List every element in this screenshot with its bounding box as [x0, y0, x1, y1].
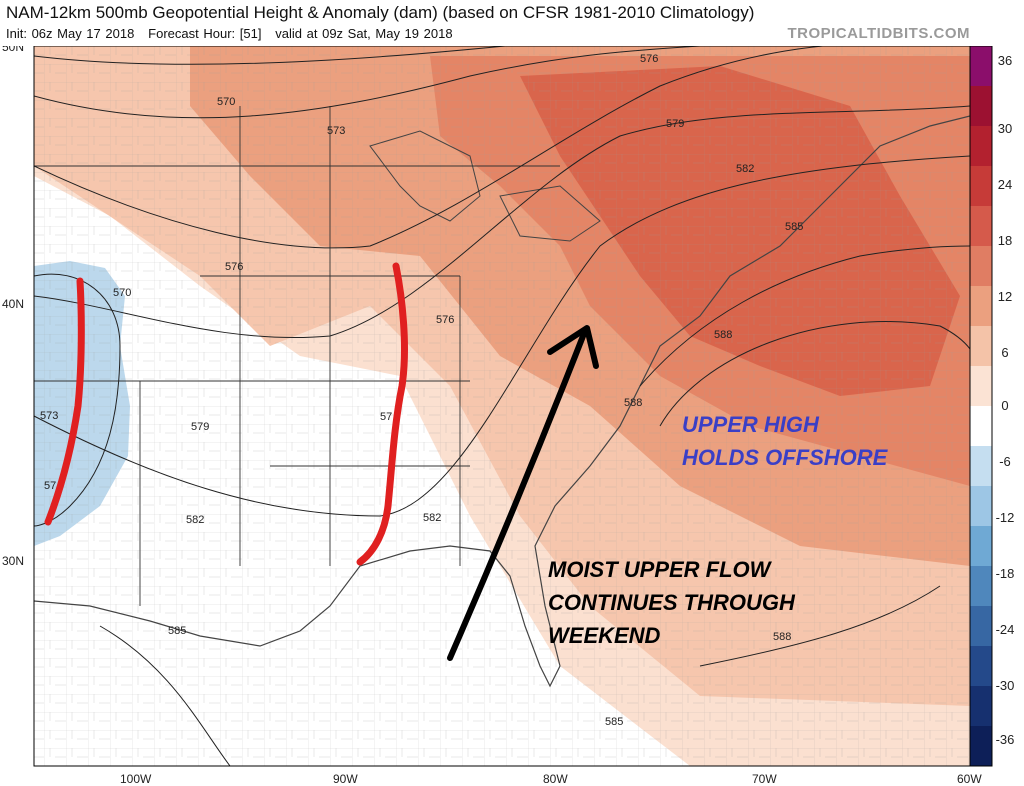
- contour-579: [34, 105, 970, 339]
- annotation-line: CONTINUES THROUGH: [548, 590, 795, 615]
- colorbar-label: 24: [998, 177, 1012, 192]
- header: NAM-12km 500mb Geopotential Height & Ano…: [0, 0, 1024, 46]
- contour-570: [34, 46, 511, 65]
- annotation-line: WEEKEND: [548, 623, 661, 648]
- forecast-hour: Forecast Hour: [51]: [148, 26, 262, 41]
- contour-label: 582: [186, 514, 204, 526]
- axis-labels: 50N 40N 30N 100W 90W 80W 70W 60W: [2, 46, 982, 786]
- colorbar-segment: [970, 686, 992, 727]
- map-subtitle: Init: 06z May 17 2018 Forecast Hour: [51…: [6, 26, 453, 41]
- colorbar-segment: [970, 286, 992, 327]
- contour-label: 576: [640, 53, 658, 65]
- contour-label: 576: [436, 314, 454, 326]
- colorbar-labels: 36 30 24 18 12 6 0 -6 -12 -18 -24 -30 -3…: [996, 53, 1015, 747]
- arrow-head: [547, 325, 599, 369]
- gulf-coast: [34, 115, 970, 688]
- lat-label-50n: 50N: [2, 46, 24, 54]
- lat-label-30n: 30N: [2, 554, 24, 568]
- red-line-east: [356, 262, 408, 566]
- contour-label: 57: [380, 411, 392, 423]
- colorbar-label: -30: [996, 678, 1015, 693]
- colorbar-label: -36: [996, 732, 1015, 747]
- colorbar-segment: [970, 566, 992, 607]
- colorbar-label: -6: [999, 454, 1011, 469]
- colorbar-segment: [970, 406, 992, 447]
- plot-area: [34, 46, 970, 766]
- contour-label: 585: [785, 221, 803, 233]
- colorbar: [969, 46, 993, 767]
- lon-label-70w: 70W: [752, 772, 777, 786]
- annotation-line: UPPER HIGH: [682, 412, 819, 437]
- great-lakes: [369, 130, 601, 242]
- contour-label: 573: [327, 125, 345, 137]
- colorbar-segment: [970, 326, 992, 367]
- contour-label: 57: [44, 480, 56, 492]
- overlay-marks: [44, 262, 599, 661]
- annotation-line: HOLDS OFFSHORE: [682, 445, 888, 470]
- colorbar-segment: [970, 446, 992, 487]
- arrow-shaft: [447, 328, 588, 661]
- moist-flow-annotation: MOIST UPPER FLOW CONTINUES THROUGH WEEKE…: [548, 553, 795, 652]
- contour-low-west: [34, 273, 121, 527]
- contour-582: [34, 155, 970, 517]
- contour-label: 579: [191, 421, 209, 433]
- valid-time: valid at 09z Sat, May 19 2018: [275, 26, 453, 41]
- contour-label: 576: [225, 261, 243, 273]
- colorbar-label: -12: [996, 510, 1015, 525]
- lon-label-60w: 60W: [957, 772, 982, 786]
- colorbar-label: 36: [998, 53, 1012, 68]
- annotation-line: MOIST UPPER FLOW: [548, 557, 771, 582]
- colorbar-label: -18: [996, 566, 1015, 581]
- colorbar-segment: [970, 366, 992, 407]
- contour-576: [34, 46, 970, 249]
- contour-label-group: 570 573 576 579 582 585 588 570 573 576 …: [40, 53, 803, 728]
- colorbar-label: -24: [996, 622, 1015, 637]
- lon-label-90w: 90W: [333, 772, 358, 786]
- contour-label: 588: [624, 397, 642, 409]
- contour-label: 588: [773, 631, 791, 643]
- init-time: Init: 06z May 17 2018: [6, 26, 135, 41]
- contour-588: [659, 321, 970, 667]
- contour-label: 585: [605, 716, 623, 728]
- lon-label-100w: 100W: [120, 772, 152, 786]
- contour-label: 579: [666, 118, 684, 130]
- height-contours: [34, 46, 970, 766]
- lon-label-80w: 80W: [543, 772, 568, 786]
- contour-label: 570: [113, 287, 131, 299]
- contour-label: 582: [736, 163, 754, 175]
- colorbar-segment: [970, 726, 992, 767]
- contour-585: [99, 245, 970, 766]
- colorbar-label: 30: [998, 121, 1012, 136]
- contour-573: [34, 46, 701, 119]
- contour-label: 582: [423, 512, 441, 524]
- colorbar-frame: [969, 46, 993, 767]
- colorbar-segment: [970, 486, 992, 527]
- colorbar-segment: [970, 646, 992, 687]
- credit: TROPICALTIDBITS.COM: [787, 25, 970, 42]
- colorbar-label: 6: [1001, 345, 1008, 360]
- colorbar-segment: [970, 86, 992, 127]
- colorbar-segment: [970, 206, 992, 247]
- colorbar-segment: [970, 606, 992, 647]
- colorbar-label: 0: [1001, 398, 1008, 413]
- colorbar-segment: [970, 526, 992, 567]
- map-title: NAM-12km 500mb Geopotential Height & Ano…: [6, 3, 755, 22]
- colorbar-segment: [970, 166, 992, 207]
- contour-label: 588: [714, 329, 732, 341]
- weather-map: 570 573 576 579 582 585 588 570 573 576 …: [2, 46, 1015, 786]
- colorbar-segment: [970, 246, 992, 287]
- lat-label-40n: 40N: [2, 297, 24, 311]
- contour-label: 585: [168, 625, 186, 637]
- contour-label: 573: [40, 410, 58, 422]
- colorbar-segment: [970, 126, 992, 167]
- red-line-west: [44, 277, 85, 526]
- colorbar-segment: [970, 46, 992, 87]
- contour-label: 570: [217, 96, 235, 108]
- colorbar-label: 12: [998, 289, 1012, 304]
- colorbar-label: 18: [998, 233, 1012, 248]
- upper-high-annotation: UPPER HIGH HOLDS OFFSHORE: [682, 408, 887, 474]
